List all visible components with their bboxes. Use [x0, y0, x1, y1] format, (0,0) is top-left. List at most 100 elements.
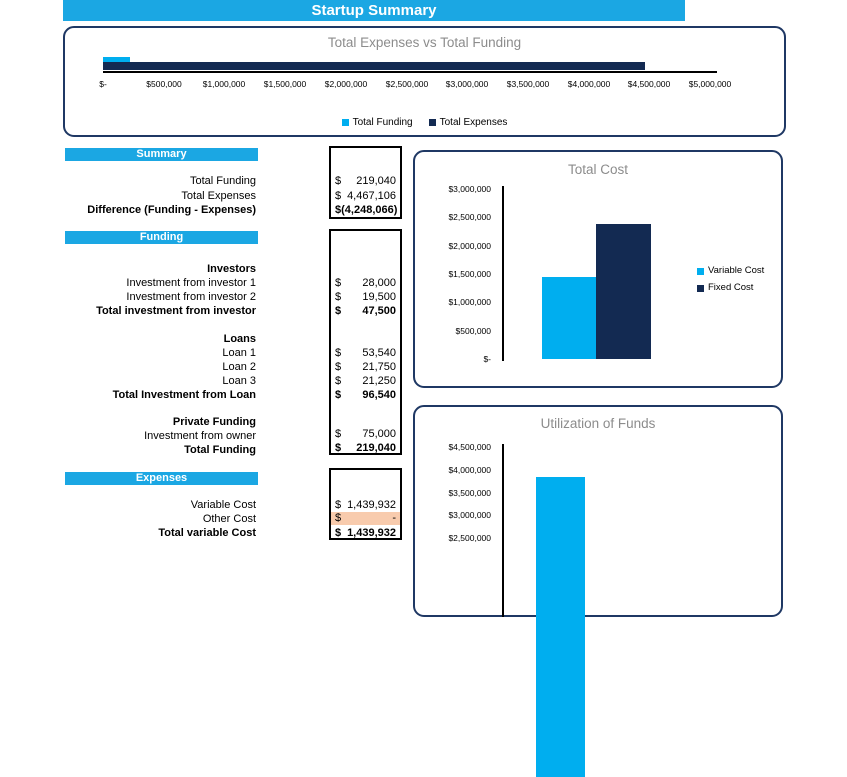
y-tick: $-	[483, 354, 491, 364]
legend-item-total-funding: Total Funding	[341, 117, 413, 128]
y-tick: $3,000,000	[448, 510, 491, 520]
value-cell[interactable]: $ 28,000	[335, 276, 396, 290]
section-header-expenses: Expenses	[65, 472, 258, 485]
value-cell[interactable]: $ 21,750	[335, 360, 396, 374]
y-axis-line	[502, 186, 504, 361]
y-tick: $3,000,000	[448, 184, 491, 194]
currency-symbol: $	[335, 428, 342, 440]
chart-title: Utilization of Funds	[540, 416, 656, 431]
funding-values-box: $ 28,000 $ 19,500 $ 47,500 $ 53,540 $ 21…	[329, 229, 402, 455]
value-cell[interactable]: $ 4,467,106	[335, 189, 396, 203]
legend-label: Variable Cost	[708, 265, 765, 276]
y-tick: $1,000,000	[448, 297, 491, 307]
cell-value: 219,040	[356, 442, 396, 454]
cell-value: 219,040	[356, 175, 396, 187]
y-tick: $1,500,000	[448, 269, 491, 279]
value-cell[interactable]: $ 96,540	[335, 388, 396, 402]
currency-symbol: $	[335, 175, 342, 187]
bar-utilization	[536, 477, 585, 777]
cell-value: -	[392, 512, 396, 524]
y-tick: $3,500,000	[448, 488, 491, 498]
section-header-summary: Summary	[65, 148, 258, 161]
row-label: Total Expenses	[181, 190, 256, 202]
cell-value: 1,439,932	[347, 527, 396, 539]
legend-swatch-navy-icon	[697, 284, 704, 292]
bar-total-expenses	[103, 62, 645, 70]
cell-value: 21,750	[362, 361, 396, 373]
page-title: Startup Summary	[63, 0, 685, 21]
value-cell[interactable]: $ 53,540	[335, 346, 396, 360]
row-label: Loan 3	[222, 375, 256, 387]
legend-swatch-navy-icon	[428, 119, 436, 126]
y-tick: $2,500,000	[448, 212, 491, 222]
cell-value: 21,250	[362, 375, 396, 387]
x-tick: $2,500,000	[385, 79, 429, 89]
value-cell[interactable]: $ 19,500	[335, 290, 396, 304]
value-cell[interactable]: $ (4,248,066)	[335, 203, 397, 217]
x-tick: $-	[99, 79, 107, 89]
legend-item-variable-cost: Variable Cost	[697, 265, 764, 277]
y-tick: $2,500,000	[448, 533, 491, 543]
x-tick: $3,500,000	[506, 79, 550, 89]
currency-symbol: $	[335, 204, 342, 216]
currency-symbol: $	[335, 347, 342, 359]
y-tick: $500,000	[455, 326, 491, 336]
chart-utilization-of-funds[interactable]: Utilization of Funds $4,500,000 $4,000,0…	[413, 405, 783, 777]
x-tick: $5,000,000	[688, 79, 732, 89]
x-axis-line	[103, 71, 717, 73]
x-tick: $4,500,000	[627, 79, 671, 89]
chart-title: Total Expenses vs Total Funding	[327, 35, 522, 50]
chart-title: Total Cost	[567, 162, 629, 177]
row-label: Loan 2	[222, 361, 256, 373]
legend-swatch-light-blue-icon	[697, 267, 704, 275]
row-label: Investment from investor 1	[126, 277, 256, 289]
y-tick: $4,000,000	[448, 465, 491, 475]
bar-fixed-cost	[596, 224, 651, 359]
currency-symbol: $	[335, 291, 342, 303]
group-title: Private Funding	[172, 416, 256, 428]
chart-legend: Total Funding Total Expenses	[65, 117, 784, 128]
value-cell[interactable]: $ 1,439,932	[335, 526, 396, 540]
cell-value: 47,500	[362, 305, 396, 317]
startup-summary-sheet: { "page": { "title": "Startup Summary" }…	[63, 0, 786, 777]
value-cell[interactable]: $ 47,500	[335, 304, 396, 318]
currency-symbol: $	[335, 527, 342, 539]
chart-total-cost[interactable]: Total Cost $3,000,000 $2,500,000 $2,000,…	[413, 150, 783, 388]
legend-label: Fixed Cost	[708, 282, 754, 293]
row-label: Loan 1	[222, 347, 256, 359]
currency-symbol: $	[335, 361, 342, 373]
expenses-values-box: $ 1,439,932 $ - $ 1,439,932	[329, 468, 402, 540]
currency-symbol: $	[335, 375, 342, 387]
row-label: Total investment from investor	[96, 305, 256, 317]
y-tick: $2,000,000	[448, 241, 491, 251]
currency-symbol: $	[335, 389, 342, 401]
row-label: Investment from owner	[144, 430, 256, 442]
value-cell[interactable]: $ 1,439,932	[335, 498, 396, 512]
chart-expenses-vs-funding[interactable]: Total Expenses vs Total Funding $- $500,…	[63, 26, 786, 137]
currency-symbol: $	[335, 190, 342, 202]
legend-label: Total Funding	[352, 117, 413, 128]
cell-value: 19,500	[362, 291, 396, 303]
row-label: Total variable Cost	[158, 527, 256, 539]
currency-symbol: $	[335, 277, 342, 289]
value-cell[interactable]: $ 219,040	[335, 441, 396, 455]
x-tick: $1,500,000	[263, 79, 307, 89]
value-cell[interactable]: $ 75,000	[335, 427, 396, 441]
currency-symbol: $	[335, 442, 342, 454]
bar-variable-cost	[542, 277, 596, 359]
value-cell-highlighted[interactable]: $ -	[331, 512, 400, 525]
bar-total-funding	[103, 57, 130, 62]
cell-value: 1,439,932	[347, 499, 396, 511]
cell-value: 28,000	[362, 277, 396, 289]
legend-item-fixed-cost: Fixed Cost	[697, 282, 753, 294]
currency-symbol: $	[335, 305, 342, 317]
x-tick: $3,000,000	[445, 79, 489, 89]
currency-symbol: $	[335, 512, 342, 524]
row-label: Investment from investor 2	[126, 291, 256, 303]
legend-item-total-expenses: Total Expenses	[428, 117, 507, 128]
value-cell[interactable]: $ 21,250	[335, 374, 396, 388]
value-cell[interactable]: $ 219,040	[335, 174, 396, 188]
y-axis-line	[502, 444, 504, 617]
x-tick: $1,000,000	[202, 79, 246, 89]
row-label: Total Investment from Loan	[112, 389, 256, 401]
